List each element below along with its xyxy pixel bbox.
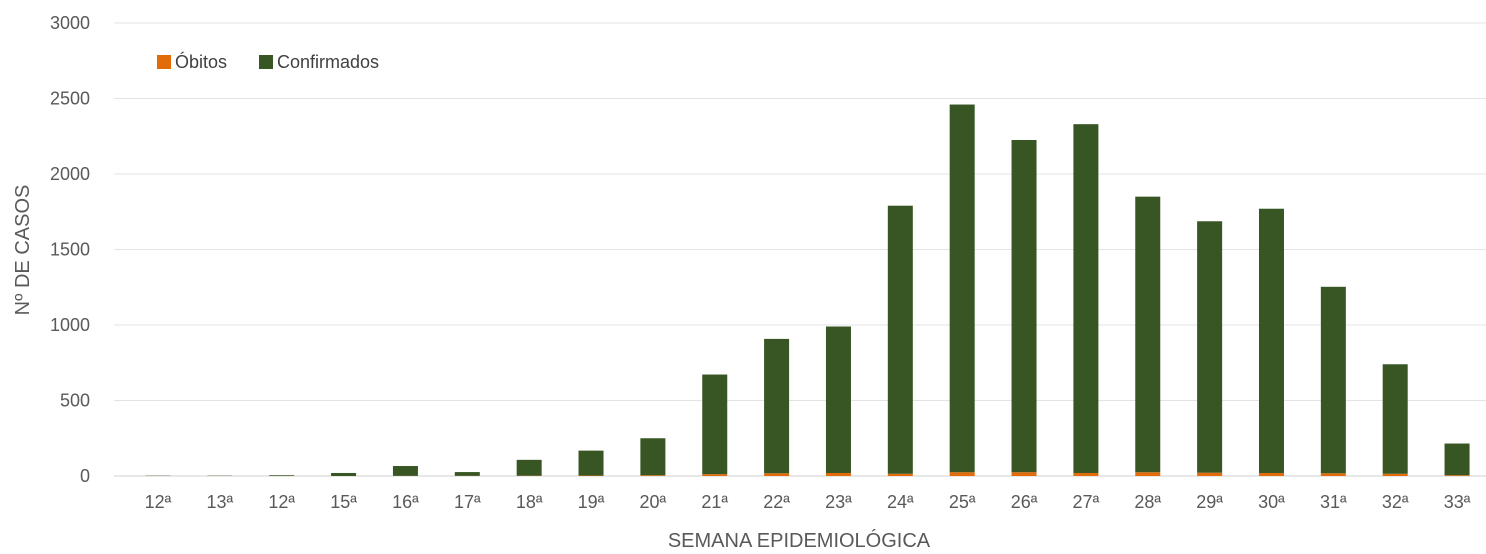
legend-label-confirmados: Confirmados <box>277 52 379 72</box>
bar-confirmados-15 <box>1011 140 1037 473</box>
x-tick-label: 24ª <box>887 492 914 512</box>
bar-confirmados-19 <box>1258 208 1284 473</box>
x-tick-label: 19ª <box>578 492 605 512</box>
bar-confirmados-18 <box>1197 221 1223 473</box>
x-tick-label: 27ª <box>1073 492 1100 512</box>
x-tick-label: 31ª <box>1320 492 1347 512</box>
bar-confirmados-7 <box>516 459 542 476</box>
bar-obitos-15 <box>1011 472 1037 476</box>
bar-confirmados-16 <box>1073 124 1099 473</box>
bar-confirmados-20 <box>1320 286 1346 474</box>
bar-obitos-12 <box>825 472 851 476</box>
bars <box>145 104 1470 476</box>
x-tick-label: 17ª <box>454 492 481 512</box>
y-tick-label: 1000 <box>50 315 90 335</box>
bar-obitos-20 <box>1320 473 1346 476</box>
x-tick-label: 12ª <box>268 492 295 512</box>
x-tick-label: 25ª <box>949 492 976 512</box>
legend-swatch-obitos <box>157 55 171 69</box>
bar-confirmados-14 <box>949 104 975 473</box>
y-tick-label: 2500 <box>50 89 90 109</box>
bar-confirmados-4 <box>331 472 357 476</box>
y-tick-label: 500 <box>60 391 90 411</box>
x-tick-label: 20ª <box>640 492 667 512</box>
bar-confirmados-12 <box>825 326 851 473</box>
bar-obitos-16 <box>1073 472 1099 476</box>
bar-obitos-19 <box>1258 472 1284 476</box>
y-axis-title: Nº DE CASOS <box>12 185 34 316</box>
y-gridlines <box>114 22 1486 477</box>
bar-obitos-18 <box>1197 472 1223 476</box>
bar-confirmados-9 <box>640 438 666 476</box>
bar-confirmados-13 <box>887 205 913 474</box>
bar-obitos-17 <box>1135 472 1161 476</box>
x-tick-labels: 12ª 13ª 12ª 15ª 16ª 17ª 18ª 19ª 20ª 21ª 22ª 23ª 24ª 2… <box>145 492 1471 512</box>
bar-confirmados-10 <box>702 374 728 475</box>
bar-confirmados-8 <box>578 450 604 476</box>
x-tick-label: 12ª <box>145 492 172 512</box>
x-tick-label: 28ª <box>1134 492 1161 512</box>
bar-confirmados-3 <box>269 475 295 476</box>
x-tick-label: 16ª <box>392 492 419 512</box>
x-tick-label: 13ª <box>207 492 234 512</box>
bar-confirmados-6 <box>454 472 480 476</box>
bar-obitos-21 <box>1382 473 1408 476</box>
x-tick-label: 21ª <box>701 492 728 512</box>
x-tick-label: 15ª <box>330 492 357 512</box>
bar-obitos-14 <box>949 472 975 476</box>
bar-obitos-10 <box>702 474 728 476</box>
bar-obitos-22 <box>1444 475 1470 476</box>
x-tick-label: 32ª <box>1382 492 1409 512</box>
x-tick-label: 33ª <box>1444 492 1471 512</box>
bar-confirmados-5 <box>392 466 418 476</box>
bar-obitos-13 <box>887 473 913 476</box>
y-tick-label: 2000 <box>50 164 90 184</box>
bar-obitos-11 <box>764 473 790 476</box>
y-tick-label: 3000 <box>50 13 90 33</box>
x-axis-title: SEMANA EPIDEMIOLÓGICA <box>668 529 931 552</box>
x-tick-label: 18ª <box>516 492 543 512</box>
bar-confirmados-21 <box>1382 364 1408 474</box>
x-tick-label: 29ª <box>1196 492 1223 512</box>
bar-confirmados-11 <box>764 338 790 474</box>
bar-obitos-9 <box>640 475 666 476</box>
x-tick-label: 26ª <box>1011 492 1038 512</box>
y-tick-labels: 0 500 1000 1500 2000 2500 3000 <box>50 13 90 486</box>
x-tick-label: 30ª <box>1258 492 1285 512</box>
bar-confirmados-17 <box>1135 196 1161 473</box>
x-tick-label: 22ª <box>763 492 790 512</box>
legend: Óbitos Confirmados <box>157 51 379 72</box>
x-tick-label: 23ª <box>825 492 852 512</box>
legend-swatch-confirmados <box>259 55 273 69</box>
y-tick-label: 1500 <box>50 240 90 260</box>
legend-label-obitos: Óbitos <box>175 51 227 72</box>
y-tick-label: 0 <box>80 466 90 486</box>
bar-confirmados-22 <box>1444 443 1470 476</box>
